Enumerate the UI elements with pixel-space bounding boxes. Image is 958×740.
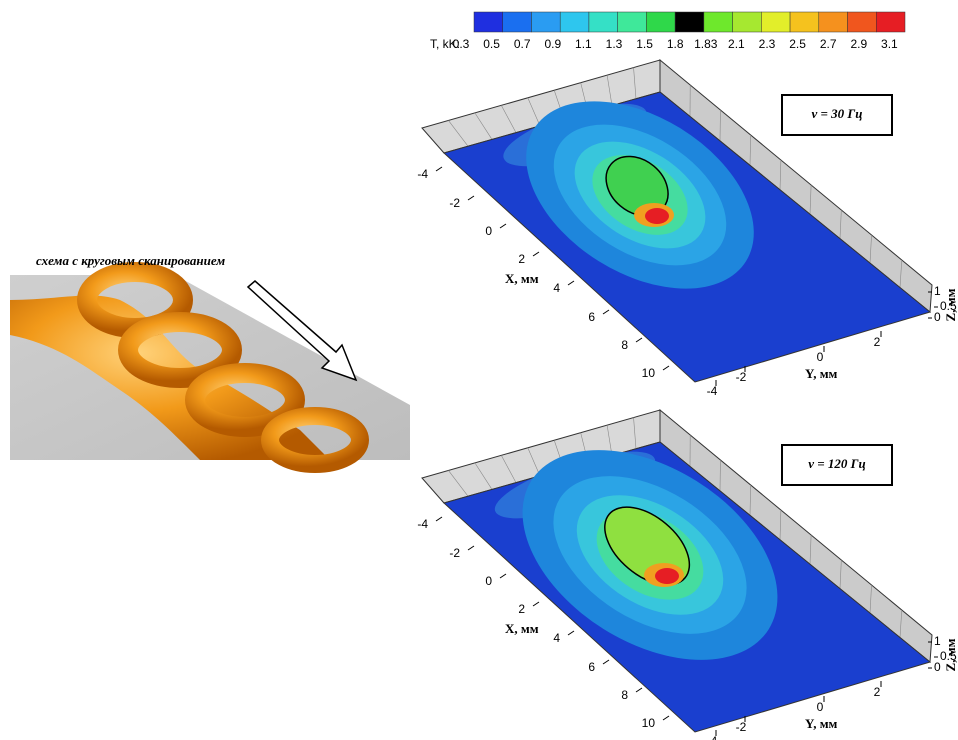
- y-axis-label: Y, мм: [805, 716, 838, 731]
- colorbar-cell: [503, 12, 532, 32]
- colorbar-level: 0.5: [483, 37, 500, 51]
- colorbar-cell: [733, 12, 762, 32]
- x-tick-label: 4: [553, 281, 560, 295]
- x-tick-label: -2: [449, 196, 460, 210]
- x-tick: [663, 366, 669, 370]
- colorbar-cell: [761, 12, 790, 32]
- x-tick-label: -4: [417, 517, 428, 531]
- x-tick: [436, 167, 442, 171]
- colorbar-level: 1.3: [606, 37, 623, 51]
- colorbar-cell: [474, 12, 503, 32]
- x-tick-label: -2: [449, 546, 460, 560]
- colorbar-cell: [618, 12, 647, 32]
- colorbar-cell: [790, 12, 819, 32]
- colorbar-level: 3.1: [881, 37, 898, 51]
- hot-spot: [655, 568, 679, 584]
- x-tick-label: 8: [621, 338, 628, 352]
- colorbar-level: 0.9: [544, 37, 561, 51]
- scheme-image: [10, 272, 410, 464]
- colorbar-cell: [848, 12, 877, 32]
- x-tick: [663, 716, 669, 720]
- colorbar-cell: [704, 12, 733, 32]
- x-tick: [568, 281, 574, 285]
- x-tick-label: 0: [485, 574, 492, 588]
- x-tick: [603, 660, 609, 664]
- y-tick-label: 2: [874, 685, 881, 699]
- z-axis-label: Z, мм: [943, 638, 958, 671]
- colorbar-level: 1.8: [667, 37, 684, 51]
- x-tick: [533, 252, 539, 256]
- x-tick: [500, 574, 506, 578]
- scheme-caption: схема с круговым сканированием: [36, 253, 225, 268]
- x-tick-label: 4: [553, 631, 560, 645]
- y-tick-label: -2: [736, 370, 747, 384]
- x-tick-label: 0: [485, 224, 492, 238]
- x-tick-label: 10: [642, 366, 656, 380]
- x-tick: [636, 688, 642, 692]
- y-tick-label: -4: [707, 734, 718, 740]
- x-tick-label: 6: [588, 660, 595, 674]
- x-tick-label: 6: [588, 310, 595, 324]
- colorbar-level: 2.7: [820, 37, 837, 51]
- colorbar-cell: [560, 12, 589, 32]
- x-tick-label: 2: [518, 602, 525, 616]
- x-axis-label: X, мм: [505, 271, 539, 286]
- colorbar-level: 1.5: [636, 37, 653, 51]
- y-tick-label: 0: [817, 350, 824, 364]
- x-tick-label: -4: [417, 167, 428, 181]
- colorbar-cell: [819, 12, 848, 32]
- x-tick-label: 2: [518, 252, 525, 266]
- annotation: ν = 120 Гц: [808, 456, 866, 471]
- colorbar-level: 2.3: [759, 37, 776, 51]
- y-axis-label: Y, мм: [805, 366, 838, 381]
- z-tick-label: 0: [934, 310, 941, 324]
- colorbar-level: 0.3: [453, 37, 470, 51]
- z-tick-label: 0: [934, 660, 941, 674]
- x-tick: [568, 631, 574, 635]
- z-axis-label: Z, мм: [943, 288, 958, 321]
- x-tick: [468, 546, 474, 550]
- x-tick-label: 10: [642, 716, 656, 730]
- z-tick-label: 1: [934, 284, 941, 298]
- x-tick-label: 8: [621, 688, 628, 702]
- y-tick-label: -4: [707, 384, 718, 398]
- colorbar-cell: [876, 12, 905, 32]
- colorbar-level: 1.1: [575, 37, 592, 51]
- x-tick: [500, 224, 506, 228]
- z-tick-label: 1: [934, 634, 941, 648]
- colorbar-cell: [675, 12, 704, 32]
- colorbar-cell: [531, 12, 560, 32]
- colorbar-level: 2.5: [789, 37, 806, 51]
- x-tick: [533, 602, 539, 606]
- y-tick-label: 0: [817, 700, 824, 714]
- x-tick: [636, 338, 642, 342]
- x-tick: [436, 517, 442, 521]
- figure: схема с круговым сканированием T, kK: ν …: [0, 0, 958, 740]
- annotation: ν = 30 Гц: [811, 106, 862, 121]
- hot-spot: [645, 208, 669, 224]
- x-tick: [603, 310, 609, 314]
- colorbar-level: 0.7: [514, 37, 531, 51]
- x-tick: [468, 196, 474, 200]
- colorbar-level: 1.83: [694, 37, 718, 51]
- colorbar-level: 2.9: [850, 37, 867, 51]
- colorbar-cell: [589, 12, 618, 32]
- colorbar-cell: [646, 12, 675, 32]
- colorbar-level: 2.1: [728, 37, 745, 51]
- y-tick-label: -2: [736, 720, 747, 734]
- x-axis-label: X, мм: [505, 621, 539, 636]
- y-tick-label: 2: [874, 335, 881, 349]
